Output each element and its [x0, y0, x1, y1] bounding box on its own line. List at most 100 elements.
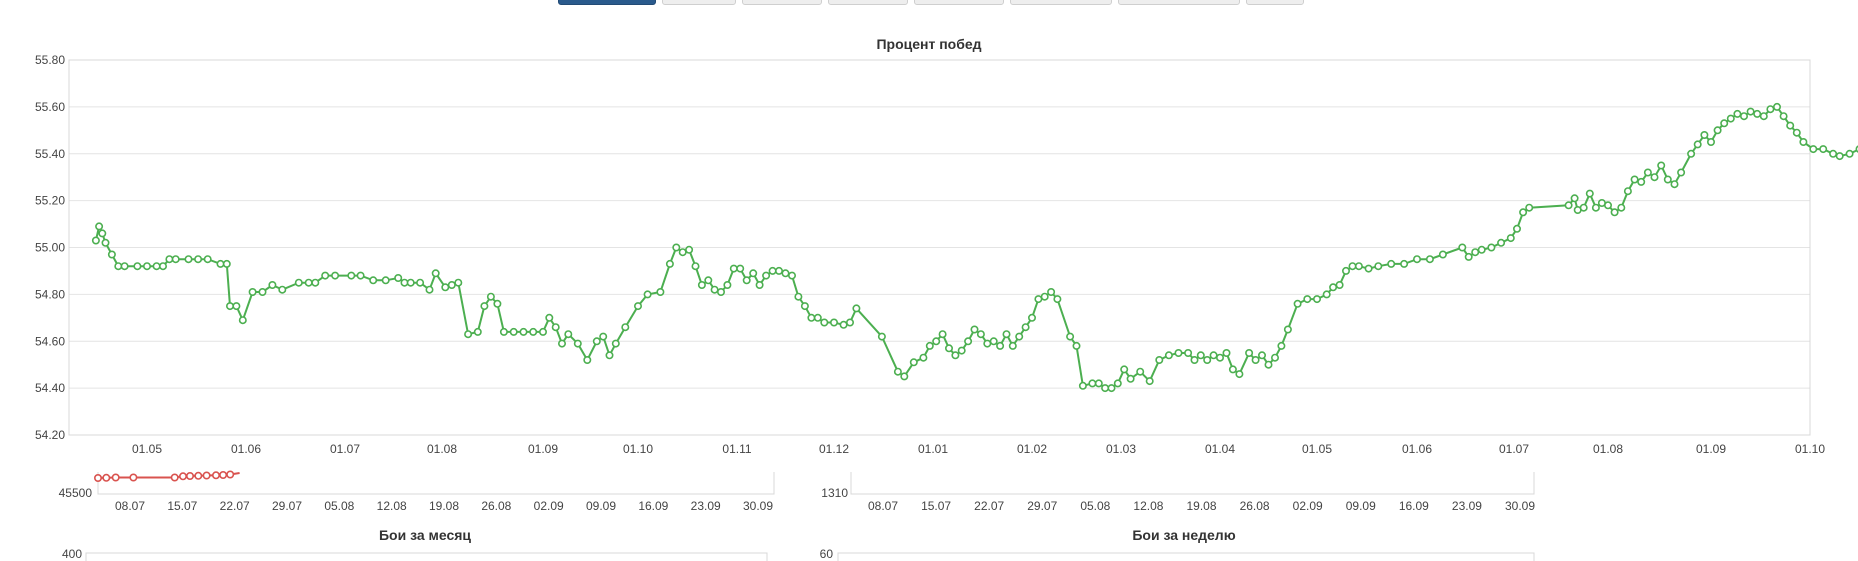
tab-7[interactable] — [1118, 0, 1240, 5]
data-point — [749, 269, 758, 278]
mini-data-point — [186, 471, 195, 480]
data-point — [557, 339, 566, 348]
data-point — [101, 238, 110, 247]
y-tick-label: 55.80 — [35, 53, 65, 67]
data-point — [473, 327, 482, 336]
tab-2[interactable] — [662, 0, 736, 5]
data-point — [932, 337, 941, 346]
x-tick-label: 01.10 — [1795, 442, 1825, 456]
data-point — [95, 222, 104, 231]
mini-data-point — [179, 472, 188, 481]
battles-week-ytick: 60 — [820, 547, 834, 561]
x-tick-label: 01.06 — [231, 442, 261, 456]
data-point — [996, 341, 1005, 350]
data-point — [369, 276, 378, 285]
data-point — [723, 280, 732, 289]
data-point — [311, 278, 320, 287]
data-point — [91, 236, 100, 245]
data-point — [1413, 255, 1422, 264]
data-point — [1136, 367, 1145, 376]
mini-x-tick-label: 22.07 — [974, 499, 1004, 513]
data-point — [1604, 201, 1613, 210]
data-point — [114, 262, 123, 271]
data-point — [509, 327, 518, 336]
data-point — [900, 372, 909, 381]
data-point — [216, 259, 225, 268]
data-point — [1021, 323, 1030, 332]
data-point — [839, 320, 848, 329]
data-point — [394, 273, 403, 282]
mini-x-tick-label: 12.08 — [377, 499, 407, 513]
x-tick-label: 01.05 — [1302, 442, 1332, 456]
data-point — [643, 290, 652, 299]
mini-x-tick-label: 12.08 — [1133, 499, 1163, 513]
x-tick-label: 01.06 — [1402, 442, 1432, 456]
data-point — [1779, 112, 1788, 121]
data-point — [845, 318, 854, 327]
data-point — [1113, 379, 1122, 388]
data-point — [672, 243, 681, 252]
tab-8[interactable] — [1246, 0, 1304, 5]
data-point — [1374, 262, 1383, 271]
x-tick-label: 01.09 — [528, 442, 558, 456]
data-point — [120, 262, 129, 271]
x-tick-label: 01.12 — [819, 442, 849, 456]
data-point — [774, 266, 783, 275]
data-point — [1335, 280, 1344, 289]
data-point — [829, 318, 838, 327]
data-point — [1164, 351, 1173, 360]
tab-5[interactable] — [914, 0, 1004, 5]
mini-x-tick-label: 16.09 — [1399, 499, 1429, 513]
mini-chart-right: 1310 08.07 15.07 22.07 29.07 05.08 12.08 19.08… — [821, 472, 1535, 513]
tab-4[interactable] — [828, 0, 908, 5]
data-point — [925, 341, 934, 350]
data-point — [356, 271, 365, 280]
data-point — [1617, 203, 1626, 212]
data-point — [1313, 295, 1322, 304]
data-point — [1564, 201, 1573, 210]
data-point — [165, 255, 174, 264]
data-point — [1746, 107, 1755, 116]
data-point — [538, 327, 547, 336]
data-point — [1591, 203, 1600, 212]
data-point — [1008, 341, 1017, 350]
data-point — [1809, 145, 1818, 154]
data-point — [1792, 128, 1801, 137]
mini-x-tick-label: 09.09 — [586, 499, 616, 513]
data-point — [406, 278, 415, 287]
data-point — [1271, 353, 1280, 362]
data-point — [1687, 149, 1696, 158]
data-point — [633, 302, 642, 311]
data-point — [1222, 348, 1231, 357]
data-point — [1303, 295, 1312, 304]
data-point — [529, 327, 538, 336]
data-point — [1585, 189, 1594, 198]
data-point — [1094, 379, 1103, 388]
data-point — [133, 262, 142, 271]
mini-chart-left: 45500 08.07 15.07 22.07 29.07 05.08 12.08 19.0… — [59, 470, 775, 513]
data-point — [1650, 173, 1659, 182]
tab-3[interactable] — [742, 0, 822, 5]
data-point — [1829, 149, 1838, 158]
tab-6[interactable] — [1010, 0, 1112, 5]
data-point — [957, 346, 966, 355]
data-point — [222, 259, 231, 268]
data-point — [431, 269, 440, 278]
x-tick-label: 01.11 — [722, 442, 751, 456]
y-tick-label: 54.20 — [35, 428, 65, 442]
data-point — [1088, 379, 1097, 388]
data-point — [203, 255, 212, 264]
data-point — [1028, 313, 1037, 322]
data-point — [1196, 351, 1205, 360]
data-point — [1078, 381, 1087, 390]
data-point — [98, 229, 107, 238]
mini-x-tick-label: 29.07 — [272, 499, 302, 513]
x-tick-label: 01.04 — [1205, 442, 1235, 456]
tab-1[interactable] — [558, 0, 656, 5]
data-point — [1643, 168, 1652, 177]
data-point — [1047, 287, 1056, 296]
data-point — [464, 330, 473, 339]
data-point — [605, 351, 614, 360]
winrate-chart: Процент побед 54.20 54.40 54.60 54.80 55.00 5… — [35, 36, 1858, 456]
